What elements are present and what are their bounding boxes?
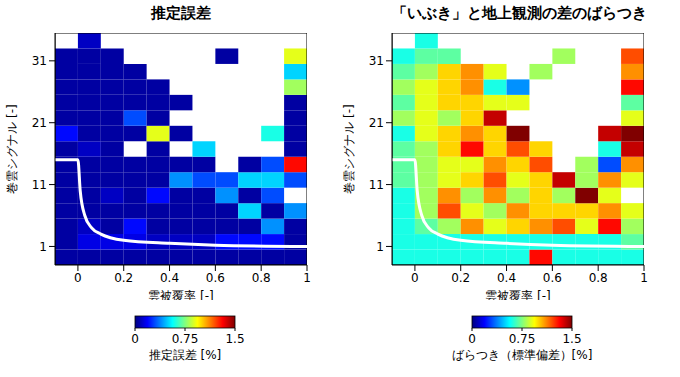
html-text:「いぶき」と地上観測の差のばらつき: 「いぶき」と地上観測の差のばらつき: [392, 4, 647, 22]
svg-text:0: 0: [468, 332, 476, 346]
html-text:ばらつき（標準偏差）[%]: ばらつき（標準偏差）[%]: [451, 348, 593, 362]
svg-text:1: 1: [39, 240, 47, 254]
svg-text:0.8: 0.8: [252, 271, 271, 285]
svg-text:31: 31: [369, 54, 384, 68]
svg-text:雲被覆率 [-]: 雲被覆率 [-]: [148, 289, 214, 300]
svg-text:0: 0: [74, 271, 82, 285]
svg-text:1.5: 1.5: [225, 332, 244, 346]
svg-text:0.4: 0.4: [497, 271, 516, 285]
svg-text:0.8: 0.8: [589, 271, 608, 285]
svg-text:1: 1: [303, 271, 311, 285]
svg-text:0.6: 0.6: [206, 271, 225, 285]
svg-text:0: 0: [411, 271, 419, 285]
svg-text:11: 11: [369, 178, 384, 192]
svg-text:21: 21: [32, 116, 47, 130]
html-text:推定誤差: 推定誤差: [151, 4, 211, 22]
svg-text:0.75: 0.75: [172, 332, 199, 346]
svg-text:1.5: 1.5: [562, 332, 581, 346]
svg-text:0.2: 0.2: [451, 271, 470, 285]
svg-text:巻雲シグナル [-]: 巻雲シグナル [-]: [8, 104, 19, 194]
svg-text:雲被覆率 [-]: 雲被覆率 [-]: [485, 289, 551, 300]
svg-text:0.2: 0.2: [114, 271, 133, 285]
svg-text:21: 21: [369, 116, 384, 130]
svg-text:1: 1: [376, 240, 384, 254]
svg-text:0: 0: [131, 332, 139, 346]
html-text:推定誤差 [%]: 推定誤差 [%]: [148, 348, 222, 362]
svg-text:0.6: 0.6: [543, 271, 562, 285]
svg-text:1: 1: [640, 271, 648, 285]
svg-text:0.75: 0.75: [509, 332, 536, 346]
svg-text:巻雲シグナル [-]: 巻雲シグナル [-]: [342, 104, 356, 194]
svg-text:11: 11: [32, 178, 47, 192]
svg-text:31: 31: [32, 54, 47, 68]
svg-text:0.4: 0.4: [160, 271, 179, 285]
